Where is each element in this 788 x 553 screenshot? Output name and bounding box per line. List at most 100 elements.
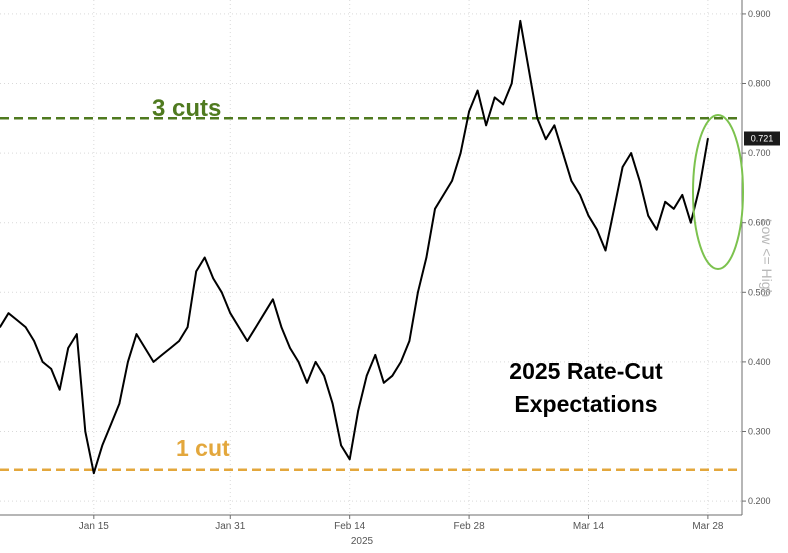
- data-point: [195, 270, 197, 273]
- data-point: [178, 340, 180, 342]
- data-point: [383, 382, 385, 384]
- y-tick-label: 0.400: [748, 357, 771, 367]
- data-point: [238, 326, 240, 328]
- data-point: [698, 187, 701, 189]
- data-point: [127, 361, 129, 363]
- y-tick-label: 0.500: [748, 287, 771, 297]
- data-point: [459, 152, 462, 154]
- series-layer: [0, 19, 709, 475]
- data-point: [118, 402, 121, 405]
- data-point: [0, 326, 1, 328]
- data-point: [289, 347, 291, 349]
- data-point: [229, 312, 232, 315]
- x-tick-label: Jan 15: [79, 521, 109, 532]
- data-point: [101, 444, 104, 447]
- data-point: [451, 180, 453, 182]
- data-point: [442, 194, 445, 196]
- data-point: [348, 458, 351, 461]
- data-point: [357, 409, 360, 412]
- data-point: [203, 256, 206, 259]
- data-point: [562, 152, 564, 154]
- data-point: [263, 312, 266, 315]
- data-point: [596, 228, 598, 231]
- data-point: [621, 166, 624, 168]
- data-point: [272, 298, 274, 301]
- data-point: [434, 208, 436, 210]
- data-point: [220, 291, 223, 294]
- data-point: [493, 96, 496, 99]
- x-tick-label: Feb 28: [454, 521, 486, 532]
- data-point: [425, 256, 428, 259]
- data-point: [135, 333, 138, 335]
- data-point: [519, 20, 522, 22]
- data-point: [67, 347, 69, 349]
- last-value-label: 0.721: [751, 133, 774, 143]
- data-point: [528, 68, 530, 71]
- data-point: [613, 208, 615, 210]
- data-point: [144, 347, 146, 349]
- data-point: [681, 194, 684, 196]
- data-point: [169, 347, 172, 349]
- data-point: [212, 277, 214, 280]
- x-tick-label: Feb 14: [334, 521, 366, 532]
- data-point: [161, 354, 163, 356]
- y-tick-label: 0.800: [748, 79, 771, 89]
- y-tick-label: 0.900: [748, 9, 771, 19]
- data-point: [536, 117, 539, 120]
- data-point: [400, 361, 402, 363]
- axis-layer: 0.900 0.800 0.700 0.600 0.500 0.400 0.300 0.200…: [0, 0, 771, 532]
- ref-label-3-cuts: 3 cuts: [152, 95, 221, 122]
- data-point: [707, 137, 709, 140]
- data-point: [84, 430, 87, 433]
- x-tick-label: Jan 31: [215, 521, 245, 532]
- data-point: [58, 388, 61, 391]
- data-point: [246, 340, 249, 342]
- data-point: [638, 180, 641, 182]
- data-point: [690, 221, 692, 224]
- data-point: [510, 82, 513, 85]
- data-point: [468, 110, 470, 113]
- series-line: [0, 19, 709, 475]
- data-point: [50, 368, 52, 370]
- highlight-ellipse: [692, 114, 744, 270]
- data-point: [673, 208, 675, 210]
- chart-title-line-2: Expectations: [514, 391, 657, 417]
- data-point: [365, 375, 368, 377]
- data-point: [408, 340, 411, 342]
- data-point: [579, 194, 581, 196]
- last-value-tag: 0.721: [744, 131, 780, 146]
- data-point: [16, 319, 18, 321]
- data-point: [297, 361, 300, 363]
- y-axis-label: Low <= High: [759, 219, 775, 298]
- data-point: [570, 180, 573, 182]
- data-point: [280, 326, 283, 328]
- data-point: [587, 214, 590, 217]
- data-point: [323, 375, 325, 377]
- data-point: [331, 402, 334, 405]
- data-point: [476, 89, 479, 92]
- x-tick-label: Mar 14: [573, 521, 605, 532]
- last-value-box: [744, 131, 780, 146]
- x-tick-label: Mar 28: [692, 521, 724, 532]
- data-point: [93, 472, 95, 475]
- data-point: [340, 444, 342, 447]
- data-point: [391, 375, 394, 377]
- data-point: [417, 291, 419, 294]
- data-point: [604, 249, 607, 252]
- data-point: [502, 103, 505, 106]
- data-point: [7, 312, 10, 315]
- y-tick-label: 0.300: [748, 426, 771, 436]
- chart-title-line-1: 2025 Rate-Cut: [509, 358, 663, 384]
- data-point: [647, 214, 649, 217]
- data-point: [630, 152, 632, 154]
- data-point: [186, 326, 189, 328]
- y-tick-label: 0.700: [748, 148, 771, 158]
- ref-label-1-cut: 1 cut: [176, 435, 230, 461]
- data-point: [33, 340, 35, 342]
- data-point: [664, 201, 666, 203]
- y-tick-label: 0.200: [748, 496, 771, 506]
- data-point: [485, 124, 487, 127]
